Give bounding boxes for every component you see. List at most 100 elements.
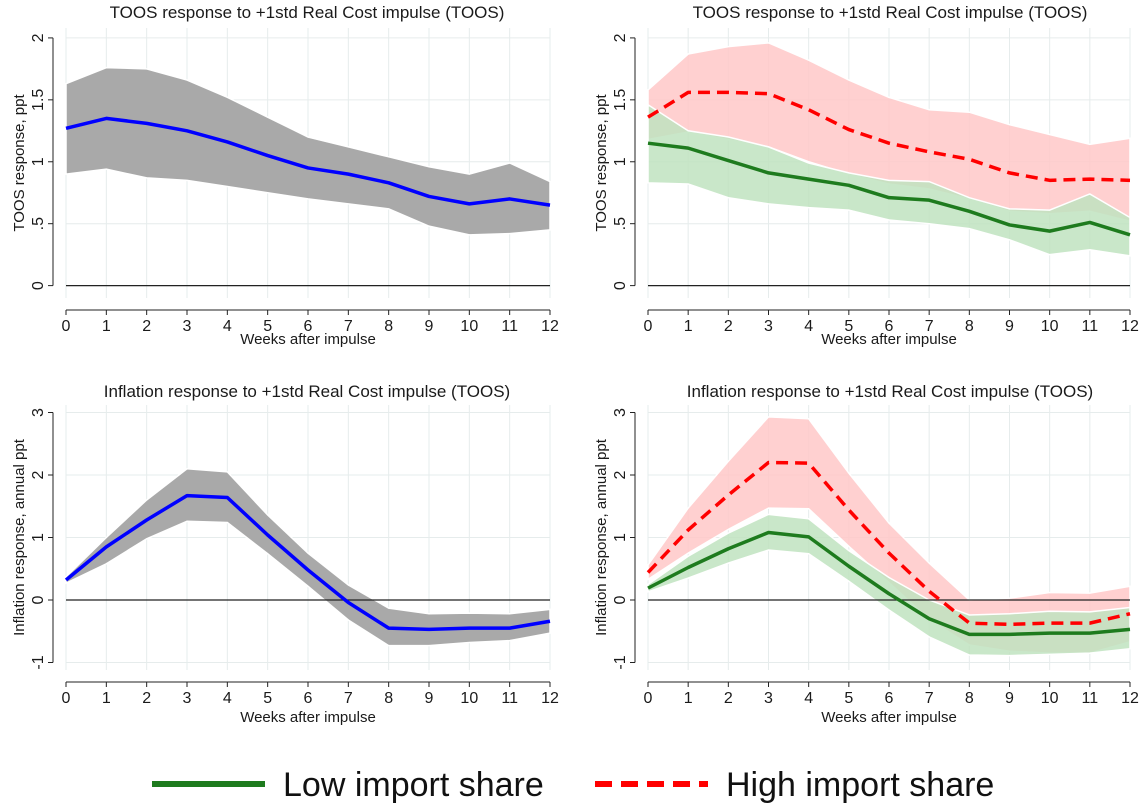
x-tick-label: 3 xyxy=(764,690,773,707)
x-tick-label: 12 xyxy=(1121,318,1139,335)
x-tick-label: 7 xyxy=(344,690,353,707)
y-tick-label: 0 xyxy=(612,595,629,604)
y-tick-label: -1 xyxy=(30,655,47,669)
x-tick-label: 1 xyxy=(102,690,111,707)
y-axis-label: TOOS response, ppt xyxy=(11,94,28,232)
chart-title: TOOS response to +1std Real Cost impulse… xyxy=(693,3,1088,22)
legend: Low import share High import share xyxy=(152,766,994,804)
x-tick-label: 9 xyxy=(1005,318,1014,335)
y-tick-label: .5 xyxy=(30,217,47,230)
x-tick-label: 2 xyxy=(142,690,151,707)
x-tick-label: 7 xyxy=(344,318,353,335)
x-tick-label: 12 xyxy=(541,318,559,335)
x-tick-label: 10 xyxy=(460,690,478,707)
series-line-high xyxy=(647,90,1131,183)
x-tick-label: 6 xyxy=(885,690,894,707)
x-tick-label: 4 xyxy=(223,318,232,335)
chart-title: TOOS response to +1std Real Cost impulse… xyxy=(110,3,505,22)
x-tick-label: 10 xyxy=(1041,318,1059,335)
y-tick-label: 1.5 xyxy=(30,89,47,111)
x-tick-label: 4 xyxy=(804,690,813,707)
y-axis-label: Inflation response, annual ppt xyxy=(593,438,610,636)
y-tick-label: 1 xyxy=(612,157,629,166)
x-axis-label: Weeks after impulse xyxy=(240,709,376,726)
y-tick-label: 0 xyxy=(30,281,47,290)
x-tick-label: 8 xyxy=(384,318,393,335)
x-tick-label: 0 xyxy=(62,318,71,335)
y-tick-label: -1 xyxy=(612,655,629,669)
x-tick-label: 4 xyxy=(223,690,232,707)
chart-title: Inflation response to +1std Real Cost im… xyxy=(687,382,1093,401)
y-axis-label: TOOS response, ppt xyxy=(593,94,610,232)
y-tick-label: 1 xyxy=(612,533,629,542)
x-tick-label: 7 xyxy=(925,690,934,707)
y-tick-label: 2 xyxy=(612,33,629,42)
x-tick-label: 9 xyxy=(1005,690,1014,707)
x-tick-label: 2 xyxy=(724,318,733,335)
confidence-band-low xyxy=(647,513,1131,657)
y-tick-label: 2 xyxy=(612,470,629,479)
legend-label-low-import-share: Low import share xyxy=(283,766,544,804)
x-tick-label: 8 xyxy=(965,318,974,335)
x-tick-label: 5 xyxy=(844,318,853,335)
x-axis-label: Weeks after impulse xyxy=(821,709,957,726)
x-tick-label: 1 xyxy=(684,690,693,707)
confidence-band-all xyxy=(65,467,551,647)
x-tick-label: 9 xyxy=(425,318,434,335)
x-tick-label: 11 xyxy=(1082,690,1099,707)
y-axis-label: Inflation response, annual ppt xyxy=(11,438,28,636)
x-tick-label: 6 xyxy=(304,690,313,707)
y-tick-label: 1 xyxy=(30,533,47,542)
x-tick-label: 2 xyxy=(142,318,151,335)
x-tick-label: 0 xyxy=(62,690,71,707)
chart-title: Inflation response to +1std Real Cost im… xyxy=(104,382,510,401)
series-line-high xyxy=(646,460,1131,627)
x-tick-label: 1 xyxy=(684,318,693,335)
x-tick-label: 7 xyxy=(925,318,934,335)
x-tick-label: 9 xyxy=(425,690,434,707)
y-tick-label: 0 xyxy=(30,595,47,604)
confidence-band-all xyxy=(65,66,551,236)
x-tick-label: 5 xyxy=(844,690,853,707)
x-tick-label: 11 xyxy=(1082,318,1099,335)
x-tick-label: 6 xyxy=(304,318,313,335)
x-tick-label: 4 xyxy=(804,318,813,335)
legend-label-high-import-share: High import share xyxy=(726,766,994,804)
x-tick-label: 8 xyxy=(384,690,393,707)
y-tick-label: .5 xyxy=(612,217,629,230)
y-tick-label: 3 xyxy=(612,408,629,417)
series-line-low xyxy=(647,530,1131,637)
x-tick-label: 5 xyxy=(263,690,272,707)
y-tick-label: 2 xyxy=(30,470,47,479)
x-tick-label: 11 xyxy=(501,318,518,335)
x-tick-label: 12 xyxy=(541,690,559,707)
x-tick-label: 8 xyxy=(965,690,974,707)
y-tick-label: 3 xyxy=(30,408,47,417)
series-line-all xyxy=(65,116,551,207)
series-line-all xyxy=(64,493,551,632)
x-tick-label: 10 xyxy=(460,318,478,335)
x-tick-label: 11 xyxy=(501,690,518,707)
y-tick-label: 2 xyxy=(30,33,47,42)
y-tick-label: 1.5 xyxy=(612,89,629,111)
y-tick-label: 0 xyxy=(612,281,629,290)
x-tick-label: 3 xyxy=(183,318,192,335)
x-tick-label: 0 xyxy=(644,690,653,707)
x-tick-label: 1 xyxy=(102,318,111,335)
x-tick-label: 5 xyxy=(263,318,272,335)
x-tick-label: 3 xyxy=(764,318,773,335)
x-axis-label: Weeks after impulse xyxy=(240,331,376,348)
x-tick-label: 0 xyxy=(644,318,653,335)
x-tick-label: 6 xyxy=(885,318,894,335)
x-axis-label: Weeks after impulse xyxy=(821,331,957,348)
series-line-low xyxy=(647,141,1131,237)
x-tick-label: 10 xyxy=(1041,690,1059,707)
x-tick-label: 12 xyxy=(1121,690,1139,707)
x-tick-label: 3 xyxy=(183,690,192,707)
y-tick-label: 1 xyxy=(30,157,47,166)
